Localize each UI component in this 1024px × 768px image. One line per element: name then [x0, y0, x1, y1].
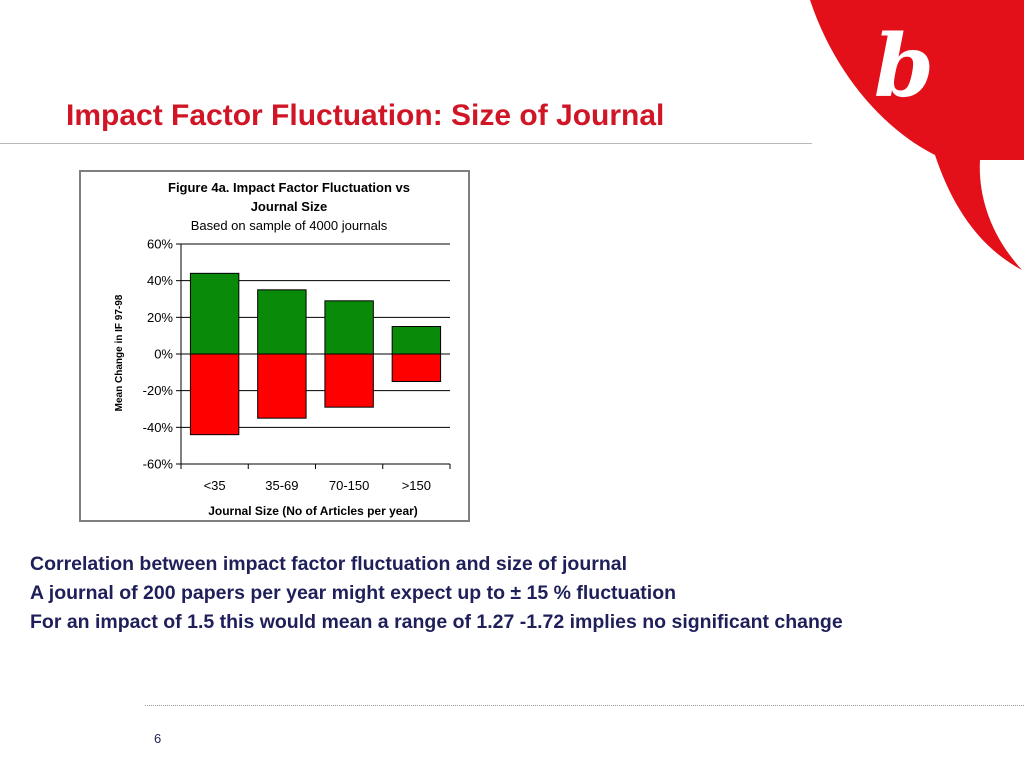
y-tick-label: -60% [143, 457, 174, 472]
publisher-logo: b [810, 0, 1024, 270]
y-tick-label: 20% [147, 310, 173, 325]
logo-letter: b [874, 16, 934, 117]
x-axis-label: Journal Size (No of Articles per year) [208, 504, 418, 518]
negative-bar-3 [324, 353, 374, 408]
body-line-3: For an impact of 1.5 this would mean a r… [30, 611, 843, 633]
footer-divider [145, 705, 1024, 706]
x-tick-label: <35 [204, 478, 226, 493]
y-tick-label: 60% [147, 237, 173, 252]
page-number: 6 [154, 731, 162, 746]
negative-bar-2 [257, 353, 307, 419]
positive-bar-1 [189, 272, 240, 355]
body-line-2: A journal of 200 papers per year might e… [30, 582, 677, 604]
negative-bar-4 [391, 353, 442, 382]
bars [189, 272, 442, 436]
body-line-1: Correlation between impact factor fluctu… [30, 553, 627, 575]
axes [176, 243, 451, 469]
bar-chart: Figure 4a. Impact Factor Fluctuation vs … [114, 180, 451, 518]
logo-red-shape [810, 0, 1024, 270]
negative-bar-1 [189, 353, 240, 436]
slide-body: Correlation between impact factor fluctu… [30, 550, 1010, 637]
positive-bar-3 [324, 300, 374, 355]
chart-subtitle: Based on sample of 4000 journals [191, 218, 388, 233]
positive-bar-4 [391, 326, 442, 355]
title-divider [0, 143, 812, 144]
y-tick-label: 0% [154, 347, 173, 362]
x-tick-label: >150 [402, 478, 431, 493]
y-axis-label: Mean Change in IF 97-98 [114, 294, 125, 411]
x-tick-label: 70-150 [329, 478, 369, 493]
x-tick-label: 35-69 [265, 478, 298, 493]
y-tick-label: 40% [147, 273, 173, 288]
x-tick-labels: <35 35-69 70-150 >150 [204, 478, 431, 493]
slide-title: Impact Factor Fluctuation: Size of Journ… [66, 99, 665, 132]
chart-panel: Figure 4a. Impact Factor Fluctuation vs … [79, 170, 470, 522]
chart-title-line-2: Journal Size [251, 199, 328, 214]
y-tick-labels: 60% 40% 20% 0% -20% -40% -60% [143, 237, 174, 472]
chart-title-line-1: Figure 4a. Impact Factor Fluctuation vs [168, 180, 410, 195]
positive-bar-2 [257, 289, 307, 355]
y-tick-label: -20% [143, 383, 174, 398]
y-tick-label: -40% [143, 420, 174, 435]
